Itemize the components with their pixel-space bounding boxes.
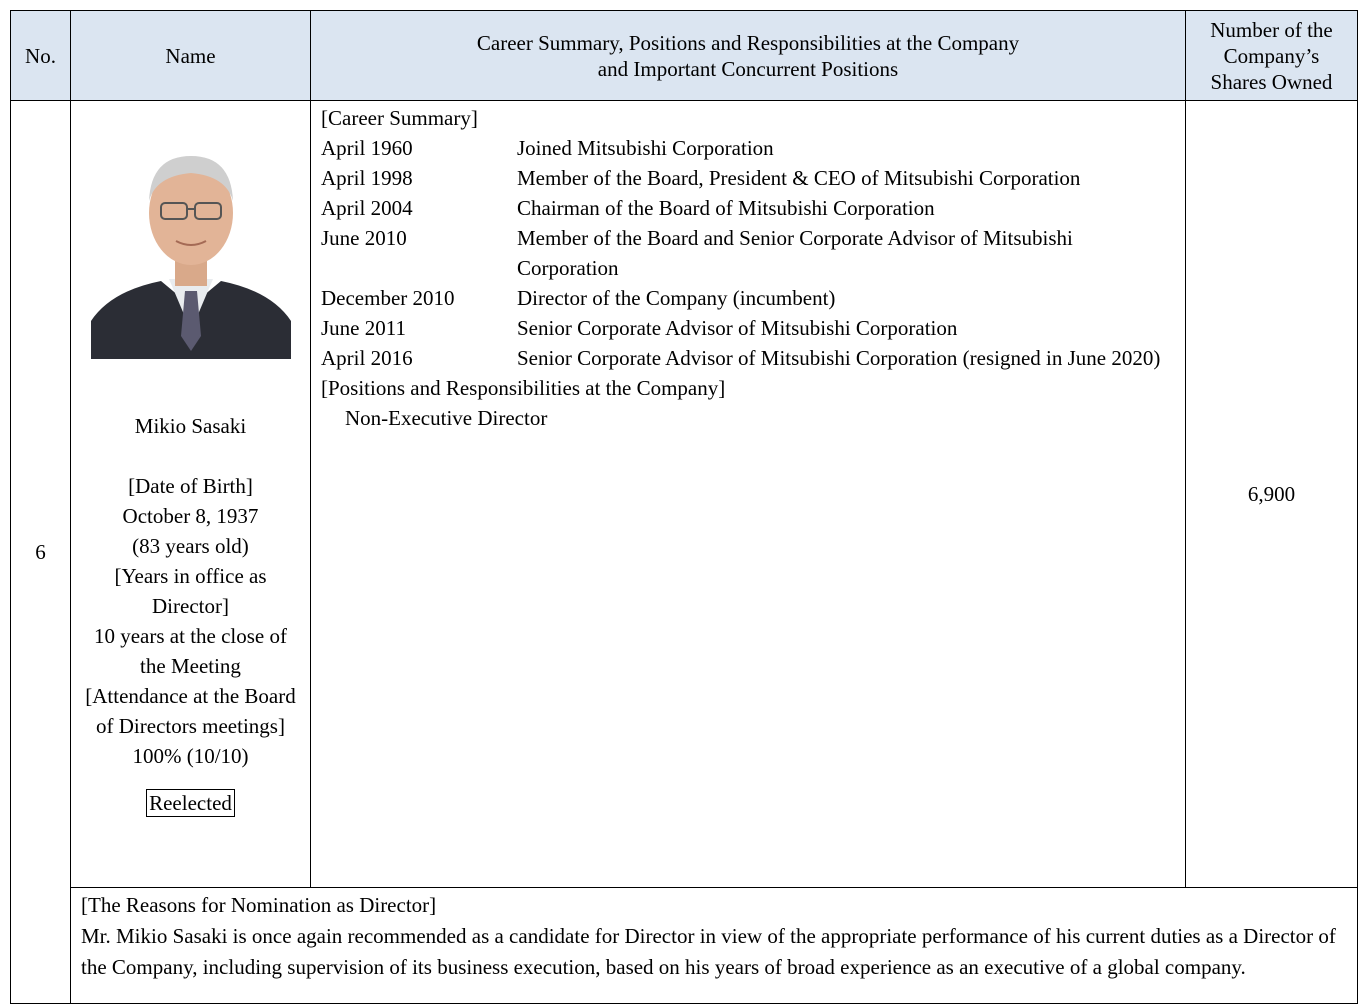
- detail-line: [Date of Birth]: [128, 474, 253, 498]
- candidate-name: Mikio Sasaki: [134, 414, 247, 438]
- reasons-cell: [The Reasons for Nomination as Director]…: [70, 887, 1358, 1004]
- candidate-details: [Date of Birth] October 8, 1937 (83 years …: [79, 471, 302, 771]
- career-date: April 2004: [321, 196, 413, 220]
- detail-line: [Attendance at the Board of Directors me…: [85, 684, 296, 738]
- career-cell: [Career Summary] April 1960 Joined Mitsub…: [310, 100, 1186, 888]
- header-shares: Number of the Company’s Shares Owned: [1185, 10, 1358, 101]
- career-date: April 1960: [321, 136, 413, 160]
- career-date: June 2011: [321, 316, 406, 340]
- career-entry: June 2010 Member of the Board and Senior …: [321, 223, 1175, 283]
- career-entry: April 2016 Senior Corporate Advisor of Mi…: [321, 343, 1175, 373]
- career-text: Joined Mitsubishi Corporation: [517, 136, 774, 160]
- detail-line: [Years in office as Director]: [114, 564, 267, 618]
- candidate-no: 6: [10, 100, 71, 1004]
- career-entry: December 2010 Director of the Company (in…: [321, 283, 1175, 313]
- detail-line: 10 years at the close of the Meeting: [93, 624, 287, 678]
- header-shares-line: Number of the: [1210, 17, 1333, 42]
- career-date: April 1998: [321, 166, 413, 190]
- career-heading: [Career Summary]: [321, 106, 478, 130]
- header-no: No.: [10, 10, 71, 101]
- header-shares-line: Company’s: [1223, 43, 1320, 68]
- shares-owned: 6,900: [1185, 100, 1358, 888]
- header-career-line: and Important Concurrent Positions: [597, 56, 899, 81]
- positions-text: Non-Executive Director: [345, 406, 548, 430]
- career-text: Senior Corporate Advisor of Mitsubishi C…: [517, 316, 958, 340]
- career-text: Director of the Company (incumbent): [517, 286, 836, 310]
- career-date: December 2010: [321, 286, 455, 310]
- reasons-heading: [The Reasons for Nomination as Director]: [81, 893, 437, 917]
- career-text: Member of the Board, President & CEO of …: [517, 166, 1081, 190]
- detail-line: October 8, 1937: [122, 504, 259, 528]
- career-text: Chairman of the Board of Mitsubishi Corp…: [517, 196, 935, 220]
- career-entry: June 2011 Senior Corporate Advisor of Mit…: [321, 313, 1175, 343]
- name-cell: Mikio Sasaki [Date of Birth] October 8, 1…: [70, 100, 311, 888]
- header-shares-line: Shares Owned: [1210, 69, 1333, 94]
- candidate-table: No. Name Career Summary, Positions and R…: [10, 10, 1358, 1004]
- reelected-badge: Reelected: [146, 789, 235, 817]
- career-date: June 2010: [321, 226, 407, 250]
- positions-heading: [Positions and Responsibilities at the C…: [321, 376, 726, 400]
- career-text: Member of the Board and Senior Corporate…: [517, 226, 1073, 280]
- career-entry: April 1998 Member of the Board, President…: [321, 163, 1175, 193]
- career-text: Senior Corporate Advisor of Mitsubishi C…: [517, 346, 1161, 370]
- header-name: Name: [70, 10, 311, 101]
- header-row: No. Name Career Summary, Positions and R…: [10, 10, 1358, 101]
- reasons-row: [The Reasons for Nomination as Director]…: [11, 887, 1358, 1004]
- detail-line: 100% (10/10): [132, 744, 249, 768]
- career-entry: April 2004 Chairman of the Board of Mitsu…: [321, 193, 1175, 223]
- header-career-line: Career Summary, Positions and Responsibi…: [476, 30, 1020, 55]
- detail-line: (83 years old): [132, 534, 249, 558]
- header-career: Career Summary, Positions and Responsibi…: [310, 10, 1186, 101]
- portrait: [90, 131, 291, 359]
- career-entry: April 1960 Joined Mitsubishi Corporation: [321, 133, 1175, 163]
- reasons-text: Mr. Mikio Sasaki is once again recommend…: [81, 924, 1336, 979]
- career-date: April 2016: [321, 346, 413, 370]
- candidate-row: 6 Mikio Sasaki [Date of Birth] October 8,…: [10, 100, 1358, 1004]
